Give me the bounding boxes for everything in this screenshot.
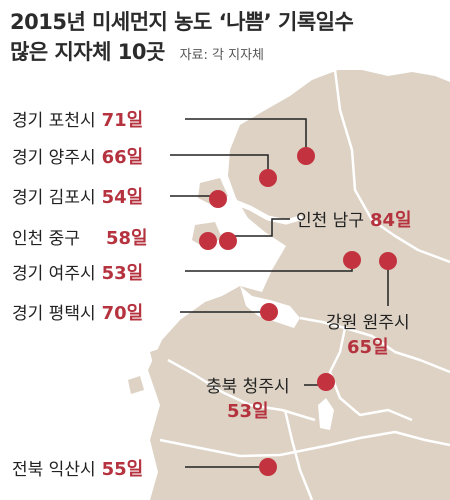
label-iksan: 전북 익산시 55일	[12, 455, 143, 481]
place-value: 70일	[101, 303, 144, 324]
marker-namgu	[219, 232, 237, 250]
title-line-2: 많은 지자체 10곳 자료: 각 지자체	[10, 36, 264, 66]
island-small-1	[150, 348, 166, 368]
markers	[199, 147, 397, 476]
label-gimpo: 경기 김포시 54일	[12, 183, 143, 209]
label-pyeongtaek: 경기 평택시 70일	[12, 299, 143, 325]
label-wonju: 강원 원주시 65일	[326, 308, 410, 359]
place-value: 53일	[227, 401, 269, 422]
place-name: 충북 청주시	[206, 377, 290, 397]
title-line-1: 2015년 미세먼지 농도 ‘나쁨’ 기록일수	[10, 10, 354, 34]
marker-pocheon	[297, 147, 315, 165]
marker-iksan	[259, 458, 277, 476]
place-value: 65일	[347, 337, 389, 358]
label-namgu: 인천 남구 84일	[296, 206, 412, 232]
place-value: 54일	[101, 187, 144, 208]
marker-yangju	[259, 169, 277, 187]
marker-junggu	[199, 232, 217, 250]
place-name: 경기 포천시	[12, 111, 96, 131]
place-value: 66일	[101, 147, 144, 168]
place-value: 55일	[101, 459, 144, 480]
place-value: 53일	[101, 263, 144, 284]
marker-pyeongtaek	[260, 303, 278, 321]
marker-yeoju	[343, 251, 361, 269]
label-pocheon: 경기 포천시 71일	[12, 106, 143, 132]
source-note: 자료: 각 지자체	[179, 48, 264, 63]
place-name: 경기 김포시	[12, 188, 96, 208]
han-river	[227, 197, 303, 225]
place-value: 58일	[105, 228, 148, 249]
label-yeoju: 경기 여주시 53일	[12, 259, 143, 285]
province-borders	[159, 69, 450, 500]
leader-pocheon	[185, 118, 307, 156]
place-name: 강원 원주시	[326, 313, 410, 333]
place-name: 경기 평택시	[12, 304, 96, 324]
label-junggu: 인천 중구 58일	[12, 224, 148, 250]
place-name: 경기 양주시	[12, 148, 96, 168]
marker-cheongju	[317, 373, 335, 391]
place-name: 전북 익산시	[12, 460, 96, 480]
place-name: 인천 남구	[296, 211, 364, 231]
marker-gimpo	[209, 190, 227, 208]
label-cheongju: 충북 청주시 53일	[206, 372, 290, 423]
place-name: 인천 중구	[12, 229, 80, 249]
place-name: 경기 여주시	[12, 264, 96, 284]
label-yangju: 경기 양주시 66일	[12, 143, 143, 169]
title-line-2-text: 많은 지자체 10곳	[10, 40, 165, 64]
marker-wonju	[379, 252, 397, 270]
lake	[318, 398, 334, 430]
place-value: 84일	[369, 210, 412, 231]
place-value: 71일	[101, 110, 144, 131]
island-small-2	[128, 376, 144, 394]
